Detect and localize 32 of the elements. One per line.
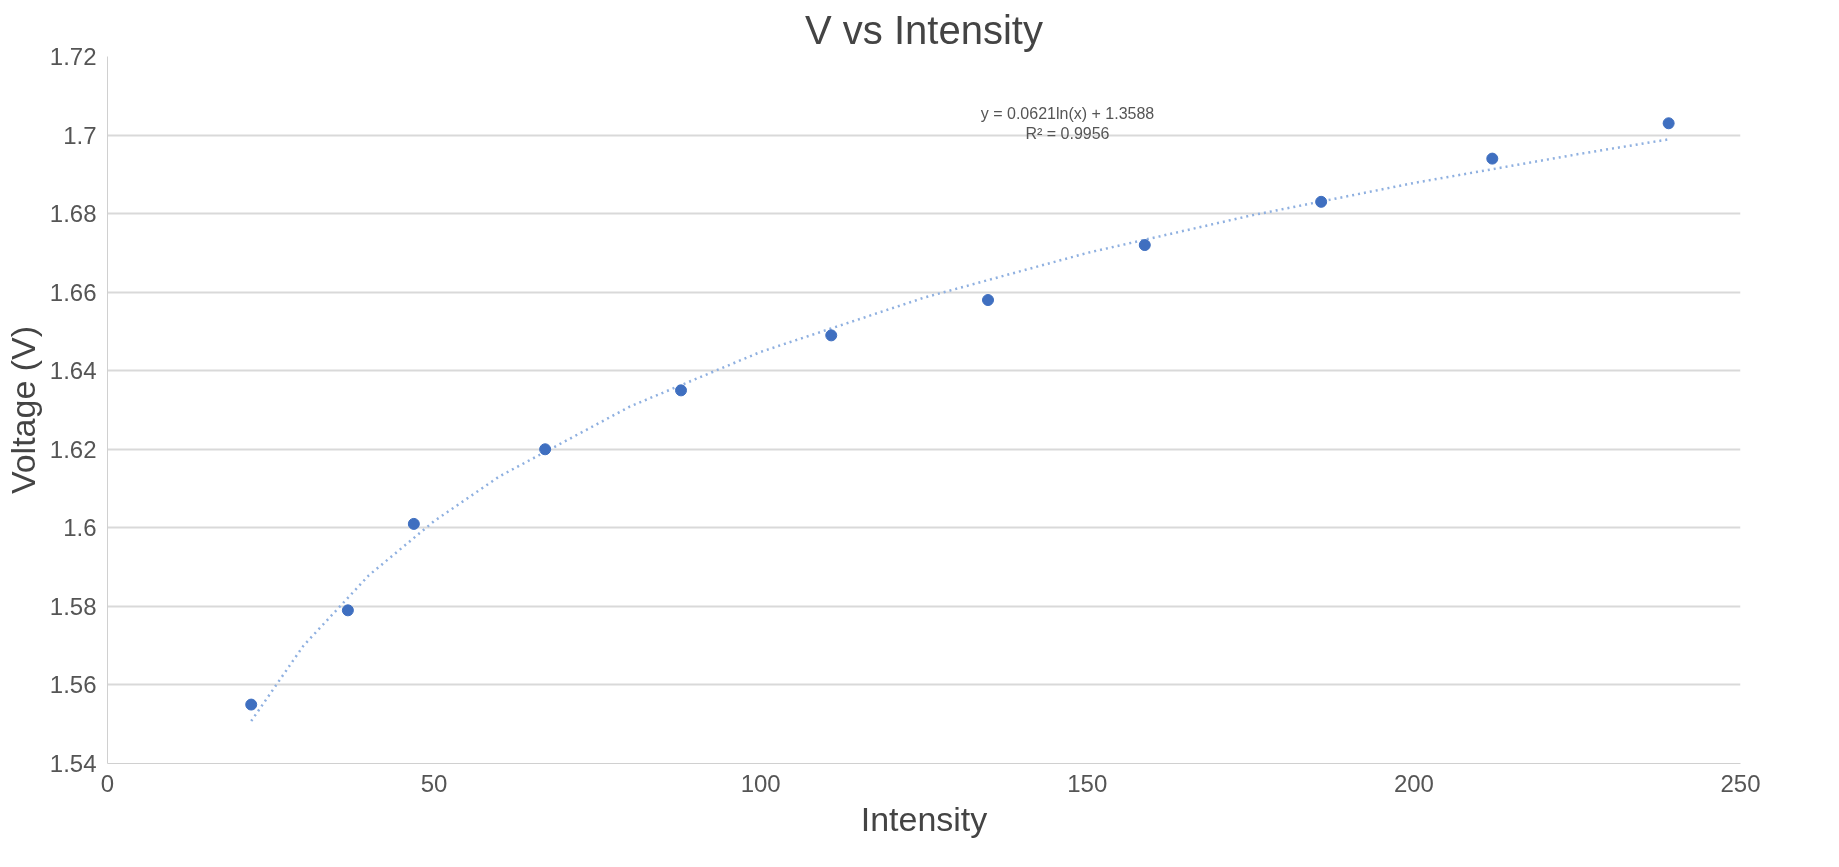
point — [407, 517, 420, 530]
point — [1315, 195, 1328, 208]
point — [1138, 239, 1151, 252]
y-tick-label: 1.62 — [49, 435, 97, 463]
point — [341, 604, 354, 617]
y-tick-label: 1.72 — [49, 43, 97, 70]
y-tick-label: 1.6 — [63, 514, 97, 542]
x-tick-label: 150 — [1067, 769, 1108, 797]
y-tick-label: 1.58 — [49, 592, 97, 620]
point — [982, 294, 995, 307]
x-tick-label: 200 — [1393, 769, 1434, 797]
point — [245, 698, 258, 711]
y-tick-label: 1.56 — [49, 671, 97, 699]
x-tick-label: 250 — [1720, 769, 1761, 797]
y-axis-title: Voltage (V) — [3, 325, 42, 495]
x-axis-title: Intensity — [860, 799, 988, 838]
point — [1486, 152, 1499, 165]
y-tick-label: 1.7 — [63, 121, 97, 149]
annotation: y = 0.0621ln(x) + 1.3588 R² = 0.9956 — [980, 104, 1155, 143]
x-tick-label: 50 — [420, 769, 448, 797]
y-tick-label: 1.68 — [49, 200, 97, 228]
x-tick-label: 100 — [740, 769, 781, 797]
line-series — [249, 138, 1670, 723]
y-tick-label: 1.64 — [49, 357, 97, 385]
point — [675, 384, 688, 397]
chart-title: V vs Intensity — [805, 7, 1043, 52]
point — [539, 443, 552, 456]
y-tick-label: 1.66 — [49, 278, 97, 306]
x-tick-label: 0 — [100, 769, 115, 797]
y-tick-label: 1.54 — [49, 750, 97, 777]
point — [825, 329, 838, 342]
point — [1662, 117, 1675, 130]
